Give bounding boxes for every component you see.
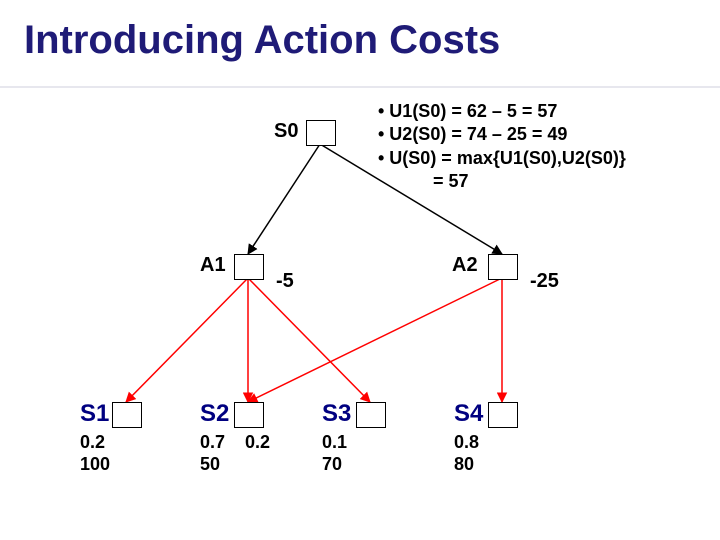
state-label-s4: S4 xyxy=(454,400,483,428)
slide-title: Introducing Action Costs xyxy=(24,18,500,63)
state-meta-s3: 0.1 70 xyxy=(322,432,347,475)
edge-A2-S2 xyxy=(248,278,502,402)
utility-line: • U1(S0) = 62 – 5 = 57 xyxy=(378,100,626,123)
leaf-value: 70 xyxy=(322,454,347,476)
state-box-s4 xyxy=(488,402,518,428)
title-rule xyxy=(0,86,720,88)
state-box-s3 xyxy=(356,402,386,428)
utility-line: • U(S0) = max{U1(S0),U2(S0)} xyxy=(378,147,626,170)
state-box-s2 xyxy=(234,402,264,428)
state-meta-s2: 0.7 0.2 50 xyxy=(200,432,270,475)
state-box-s0 xyxy=(306,120,336,146)
leaf-prob2: 0.2 xyxy=(245,432,270,452)
edge-A1-S1 xyxy=(126,278,248,402)
leaf-prob: 0.2 xyxy=(80,432,110,454)
action-box-a1 xyxy=(234,254,264,280)
edge-A1-S3 xyxy=(248,278,370,402)
utility-line: • U2(S0) = 74 – 25 = 49 xyxy=(378,123,626,146)
action-cost-a2: -25 xyxy=(530,270,559,293)
utility-annotations: • U1(S0) = 62 – 5 = 57 • U2(S0) = 74 – 2… xyxy=(378,100,626,194)
leaf-value: 100 xyxy=(80,454,110,476)
state-label-s1: S1 xyxy=(80,400,109,428)
leaf-value: 50 xyxy=(200,454,270,476)
state-box-s1 xyxy=(112,402,142,428)
edge-S0-A1 xyxy=(248,144,320,254)
leaf-prob: 0.8 xyxy=(454,432,479,454)
action-box-a2 xyxy=(488,254,518,280)
state-label-s3: S3 xyxy=(322,400,351,428)
leaf-prob: 0.7 xyxy=(200,432,225,452)
leaf-prob-row: 0.7 0.2 xyxy=(200,432,270,454)
state-label-s0: S0 xyxy=(274,120,298,143)
slide-stage: { "title": "Introducing Action Costs", "… xyxy=(0,0,720,540)
action-label-a2: A2 xyxy=(452,254,478,277)
leaf-prob: 0.1 xyxy=(322,432,347,454)
utility-line: = 57 xyxy=(378,170,626,193)
action-cost-a1: -5 xyxy=(276,270,294,293)
state-meta-s1: 0.2 100 xyxy=(80,432,110,475)
state-label-s2: S2 xyxy=(200,400,229,428)
action-label-a1: A1 xyxy=(200,254,226,277)
state-meta-s4: 0.8 80 xyxy=(454,432,479,475)
leaf-value: 80 xyxy=(454,454,479,476)
